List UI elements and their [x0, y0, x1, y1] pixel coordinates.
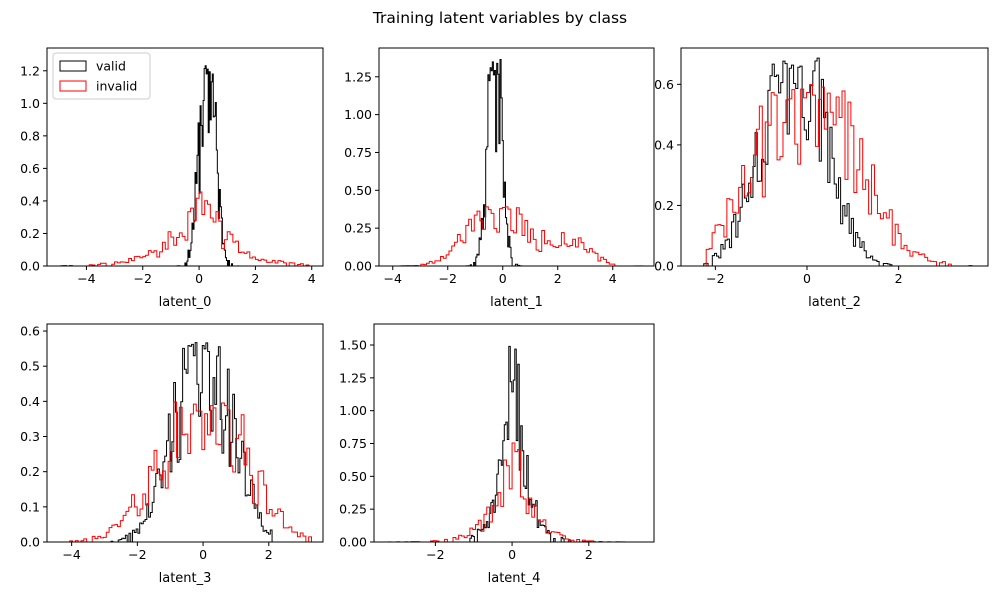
histogram-invalid-latent_4 — [385, 442, 640, 542]
y-tick-label: 0.00 — [339, 535, 367, 550]
y-tick-label: 1.25 — [344, 69, 372, 84]
y-tick-label: 0.1 — [20, 499, 40, 514]
legend-label-valid: valid — [96, 59, 126, 74]
x-tick-label: 0 — [803, 271, 811, 286]
x-tick-label: 0 — [499, 271, 507, 286]
subplot-latent-0: −4 −2 0 2 4 0.0 0.2 0.4 0.6 0.8 1.0 1.2 latent_0 — [20, 47, 324, 310]
histogram-invalid-latent_2 — [705, 84, 973, 266]
x-axis-label: latent_0 — [159, 295, 212, 310]
legend-box — [52, 52, 151, 100]
y-tick-label: 0.75 — [344, 145, 372, 160]
histogram-valid-latent_0 — [148, 65, 250, 266]
y-tick-label: 0.5 — [20, 359, 40, 374]
y-tick-label: 0.4 — [20, 193, 40, 208]
y-tick-label: 0.50 — [344, 183, 372, 198]
figure-title: Training latent variables by class — [372, 9, 628, 27]
axes-frame — [680, 47, 989, 267]
y-tick-label: 1.2 — [20, 63, 40, 78]
y-tick-label: 1.00 — [344, 107, 372, 122]
x-tick-label: 4 — [308, 271, 316, 286]
y-tick-label: 0.2 — [20, 226, 40, 241]
histogram-valid-latent_2 — [701, 57, 895, 266]
histogram-invalid-latent_1 — [392, 206, 646, 266]
y-tick-label: 1.00 — [339, 403, 367, 418]
x-tick-label: −2 — [426, 547, 444, 562]
y-tick-label: 0.2 — [654, 198, 674, 213]
y-tick-label: 0.50 — [339, 469, 367, 484]
subplot-latent-4: −2 0 2 0.00 0.25 0.50 0.75 1.00 1.25 1.50 latent_4 — [339, 323, 655, 586]
y-tick-label: 0.3 — [20, 429, 40, 444]
x-axis-label: latent_3 — [159, 571, 212, 586]
axes-frame — [46, 47, 324, 267]
legend: valid invalid — [52, 52, 151, 100]
legend-label-invalid: invalid — [96, 79, 137, 94]
x-axis-label: latent_1 — [490, 295, 543, 310]
x-tick-label: 0 — [195, 271, 203, 286]
x-axis-label: latent_4 — [488, 571, 541, 586]
y-tick-label: 0.0 — [20, 535, 40, 550]
x-tick-label: 0 — [508, 547, 516, 562]
axes-frame — [378, 47, 655, 267]
y-tick-label: 0.00 — [344, 259, 372, 274]
y-tick-label: 0.4 — [20, 394, 40, 409]
subplot-latent-2: −2 0 2 0.0 0.2 0.4 0.6 latent_2 — [654, 47, 989, 310]
x-axis-label: latent_2 — [808, 295, 861, 310]
y-tick-label: 0.8 — [20, 128, 40, 143]
axes-frame — [373, 323, 655, 543]
x-tick-label: 0 — [199, 547, 207, 562]
histogram-valid-latent_3 — [110, 342, 273, 542]
histogram-valid-latent_1 — [461, 59, 572, 266]
y-tick-label: 0.75 — [339, 436, 367, 451]
histogram-invalid-latent_3 — [58, 401, 312, 542]
x-tick-label: −4 — [62, 547, 80, 562]
y-tick-label: 1.25 — [339, 370, 367, 385]
y-tick-label: 0.0 — [654, 259, 674, 274]
y-tick-label: 0.2 — [20, 464, 40, 479]
x-tick-label: 2 — [585, 547, 593, 562]
subplot-latent-1: −4 −2 0 2 4 0.00 0.25 0.50 0.75 1.00 1.25 latent_1 — [344, 47, 655, 310]
x-tick-label: 2 — [251, 271, 259, 286]
x-tick-label: −4 — [77, 271, 95, 286]
y-tick-label: 0.0 — [20, 259, 40, 274]
legend-swatch-invalid — [59, 80, 87, 92]
y-tick-label: 1.0 — [20, 96, 40, 111]
x-tick-label: −2 — [134, 271, 152, 286]
y-tick-label: 0.6 — [654, 77, 674, 92]
x-tick-label: −2 — [128, 547, 146, 562]
y-tick-label: 0.25 — [344, 221, 372, 236]
y-tick-label: 0.6 — [20, 324, 40, 339]
legend-swatch-valid — [59, 60, 87, 72]
x-tick-label: −4 — [384, 271, 402, 286]
x-tick-label: 2 — [554, 271, 562, 286]
x-tick-label: −2 — [439, 271, 457, 286]
y-tick-label: 0.4 — [654, 137, 674, 152]
y-tick-label: 0.6 — [20, 161, 40, 176]
x-tick-label: −2 — [706, 271, 724, 286]
x-tick-label: 4 — [609, 271, 617, 286]
y-tick-label: 1.50 — [339, 338, 367, 353]
axes-frame — [46, 323, 324, 543]
x-tick-label: 2 — [265, 547, 273, 562]
subplot-latent-3: −4 −2 0 2 0.0 0.1 0.2 0.3 0.4 0.5 0.6 latent_3 — [20, 323, 324, 586]
x-tick-label: 2 — [895, 271, 903, 286]
y-tick-label: 0.25 — [339, 502, 367, 517]
histogram-invalid-latent_0 — [55, 191, 310, 266]
